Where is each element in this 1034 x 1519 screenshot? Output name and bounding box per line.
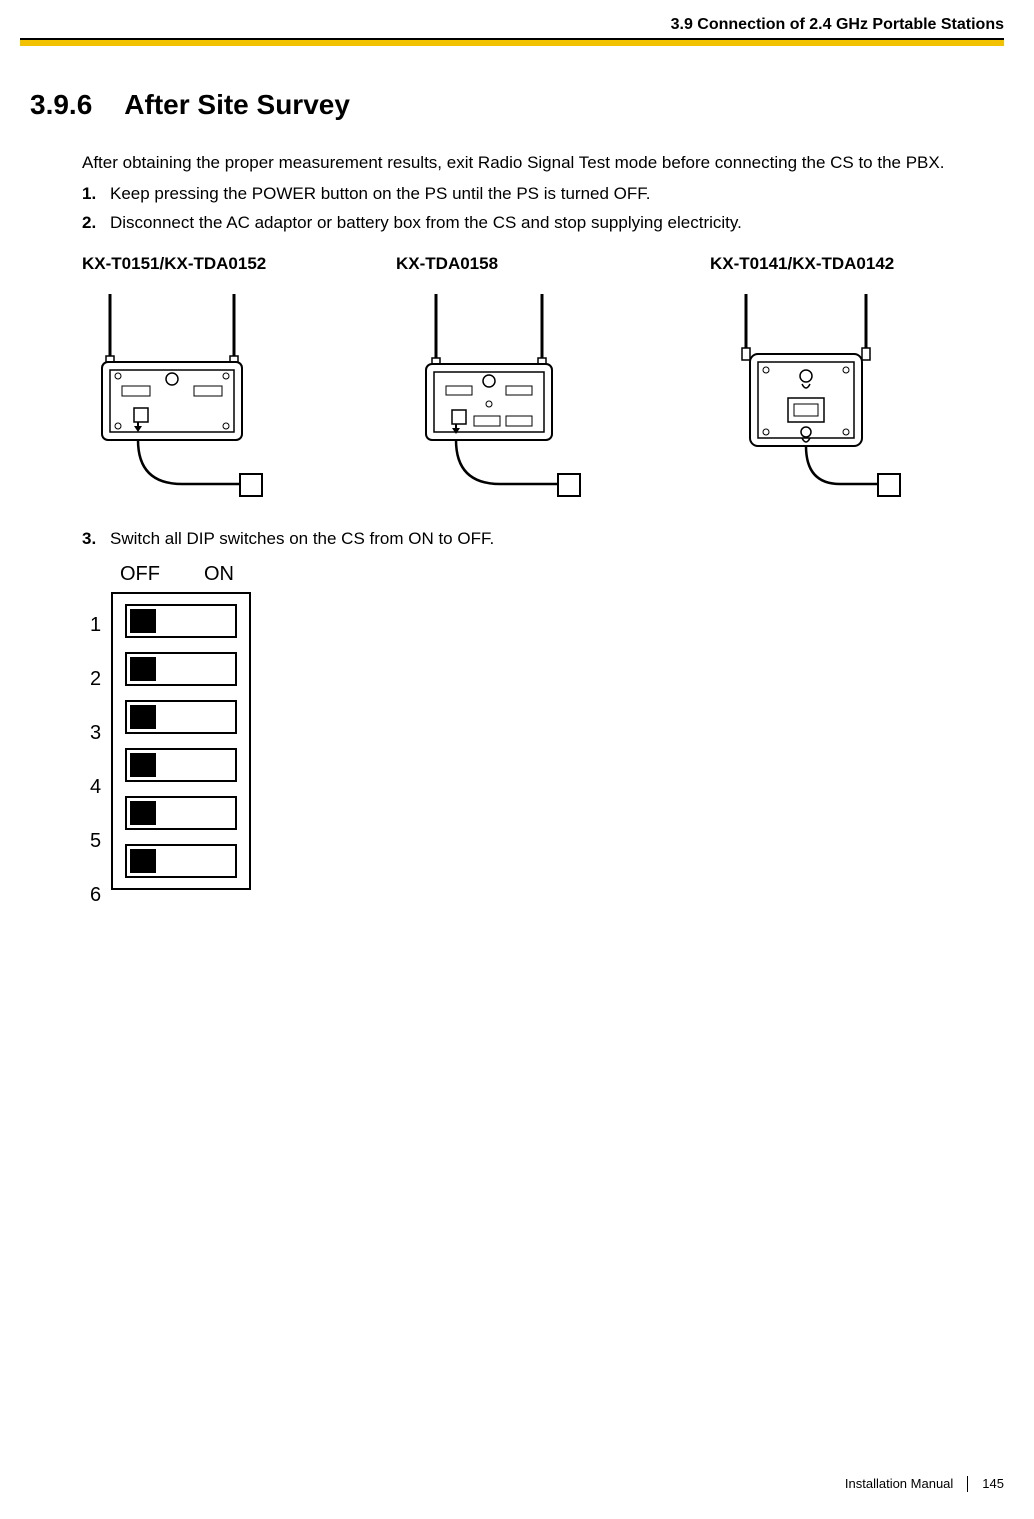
footer-divider [967,1476,968,1492]
device-3: KX-T0141/KX-TDA0142 [710,253,1004,511]
dip-thumb [130,753,156,777]
dip-switch-3 [125,700,237,734]
steps-list: 1. Keep pressing the POWER button on the… [82,183,1004,235]
step-number: 3. [82,528,110,551]
footer-page-number: 145 [982,1475,1004,1493]
dip-row-5: 5 [90,814,101,868]
section-number: 3.9.6 [30,86,92,124]
steps-list-2: 3. Switch all DIP switches on the CS fro… [82,528,1004,551]
dip-switch-diagram: OFF ON 1 2 3 4 5 6 [90,561,1004,920]
intro-paragraph: After obtaining the proper measurement r… [82,152,1004,175]
device-1-diagram [82,284,282,504]
step-text: Switch all DIP switches on the CS from O… [110,528,494,551]
dip-row-1: 1 [90,598,101,652]
dip-switch-5 [125,796,237,830]
page-header: 3.9 Connection of 2.4 GHz Portable Stati… [0,0,1034,46]
section-heading: 3.9.6 After Site Survey [30,86,1004,124]
dip-thumb [130,849,156,873]
dip-switch-2 [125,652,237,686]
device-2-label: KX-TDA0158 [396,253,690,276]
dip-on-label: ON [204,561,234,588]
dip-off-label: OFF [120,561,160,588]
dip-row-6: 6 [90,868,101,922]
device-diagrams: KX-T0151/KX-TDA0152 [82,253,1004,511]
dip-thumb [130,801,156,825]
step-text: Disconnect the AC adaptor or battery box… [110,212,742,235]
device-2-diagram [396,284,596,504]
step-number: 2. [82,212,110,235]
header-section-ref: 3.9 Connection of 2.4 GHz Portable Stati… [0,14,1034,38]
dip-body: 1 2 3 4 5 6 [90,592,1004,920]
dip-switch-6 [125,844,237,878]
device-1-label: KX-T0151/KX-TDA0152 [82,253,376,276]
dip-thumb [130,705,156,729]
device-3-diagram [710,284,910,504]
footer-doc-title: Installation Manual [845,1475,953,1493]
step-2: 2. Disconnect the AC adaptor or battery … [82,212,1004,235]
dip-row-3: 3 [90,706,101,760]
device-2: KX-TDA0158 [396,253,690,511]
header-rule-yellow [20,40,1004,46]
dip-row-numbers: 1 2 3 4 5 6 [90,592,101,920]
dip-box [111,592,251,890]
step-text: Keep pressing the POWER button on the PS… [110,183,651,206]
device-3-label: KX-T0141/KX-TDA0142 [710,253,1004,276]
dip-row-2: 2 [90,652,101,706]
dip-switch-4 [125,748,237,782]
step-1: 1. Keep pressing the POWER button on the… [82,183,1004,206]
device-1: KX-T0151/KX-TDA0152 [82,253,376,511]
dip-labels: OFF ON [120,561,1004,588]
dip-thumb [130,609,156,633]
section-title: After Site Survey [124,86,350,124]
content-area: 3.9.6 After Site Survey After obtaining … [30,62,1004,920]
step-3: 3. Switch all DIP switches on the CS fro… [82,528,1004,551]
dip-row-4: 4 [90,760,101,814]
dip-switch-1 [125,604,237,638]
dip-thumb [130,657,156,681]
page-footer: Installation Manual 145 [845,1475,1004,1493]
step-number: 1. [82,183,110,206]
